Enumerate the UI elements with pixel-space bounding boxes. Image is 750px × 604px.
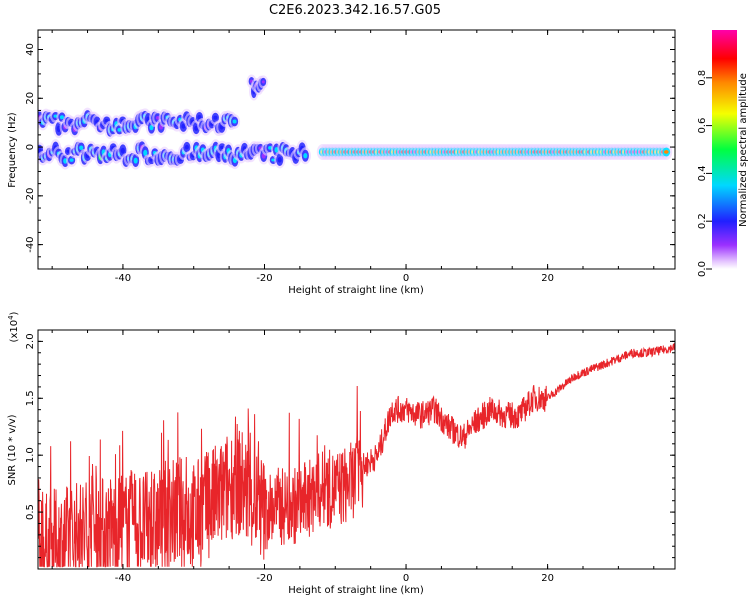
spectrogram-feature — [316, 143, 673, 160]
spectrogram-feature — [246, 74, 269, 101]
snr-panel: -40 -20 0 20 0.5 1.0 1.5 2.0 Height of straigh… — [7, 311, 676, 596]
y-tick-label: 1.5 — [25, 390, 36, 406]
spectrogram-core — [194, 125, 199, 131]
spectrogram-y-ticks: -40 -20 0 20 40 — [25, 36, 675, 270]
x-tick-label: -20 — [256, 273, 272, 284]
spectrogram-core — [303, 153, 308, 159]
spectrogram-core — [213, 115, 218, 120]
colorbar-tick-label: 0.2 — [697, 213, 708, 229]
x-tick-label: -40 — [115, 573, 131, 584]
spectrogram-core — [261, 80, 265, 84]
spectrogram-core — [133, 157, 138, 164]
y-tick-label: 1.0 — [25, 447, 36, 463]
x-tick-label: 20 — [541, 273, 554, 284]
snr-frame — [37, 329, 676, 570]
snr-y-label: SNR (10 * v/v) — [7, 414, 18, 485]
figure-title: C2E6.2023.342.16.57.G05 — [269, 3, 441, 18]
colorbar-tick-label: 0.8 — [697, 70, 708, 86]
snr-x-ticks: -40 -20 0 20 — [51, 330, 655, 584]
x-tick-label: -40 — [115, 273, 131, 284]
y-tick-label: 20 — [25, 92, 36, 105]
y-tick-label: 40 — [25, 43, 36, 56]
spectrogram-heatmap — [38, 74, 673, 170]
spectrogram-core — [277, 157, 282, 163]
spectrogram-feature — [38, 138, 311, 170]
spectrogram-core — [143, 149, 148, 157]
y-tick-label: -40 — [25, 236, 36, 252]
spectrogram-frame — [37, 29, 676, 270]
spectrogram-core — [79, 145, 84, 150]
spectrogram-feature — [38, 107, 241, 140]
spectrogram-core — [664, 150, 669, 154]
colorbar-label: Normalized spectral amplitude — [738, 73, 749, 227]
snr-series-line — [38, 343, 675, 568]
snr-y-multiplier: (x104) — [7, 311, 20, 342]
y-tick-label: -20 — [25, 188, 36, 204]
spectrogram-core — [59, 115, 65, 120]
y-tick-label: 0 — [25, 144, 36, 150]
spectrogram-core — [232, 119, 237, 124]
spectrogram-x-label: Height of straight line (km) — [288, 285, 424, 296]
spectrogram-core — [197, 114, 202, 120]
spectrogram-core — [220, 145, 225, 150]
spectrogram-x-ticks: -40 -20 0 20 — [51, 30, 655, 284]
x-tick-label: -20 — [256, 573, 272, 584]
x-tick-label: 20 — [541, 573, 554, 584]
x-tick-label: 0 — [403, 573, 409, 584]
colorbar-tick-label: 0.4 — [697, 165, 708, 181]
spectrogram-core — [120, 147, 125, 154]
x-tick-label: 0 — [403, 273, 409, 284]
colorbar-tick-label: 0.6 — [697, 118, 708, 134]
snr-x-label: Height of straight line (km) — [288, 585, 424, 596]
y-tick-label: 0.5 — [25, 504, 36, 520]
colorbar: 0.0 0.2 0.4 0.6 0.8 Normalized spectral ampl… — [697, 30, 749, 277]
spectrogram-core — [69, 158, 74, 162]
spectrogram-y-label: Frequency (Hz) — [7, 112, 18, 188]
colorbar-ticks: 0.0 0.2 0.4 0.6 0.8 — [697, 70, 712, 277]
snr-y-ticks: 0.5 1.0 1.5 2.0 — [25, 333, 675, 559]
colorbar-tick-label: 0.0 — [697, 261, 708, 277]
spectrogram-core — [181, 123, 186, 129]
colorbar-gradient — [712, 30, 737, 269]
y-tick-label: 2.0 — [25, 333, 36, 349]
spectrogram-core — [104, 119, 109, 123]
spectrogram-panel: -40 -20 0 20 -40 -20 0 20 40 Height of straight… — [7, 29, 676, 296]
spectrogram-core — [149, 124, 154, 131]
spectrogram-core — [184, 144, 189, 150]
